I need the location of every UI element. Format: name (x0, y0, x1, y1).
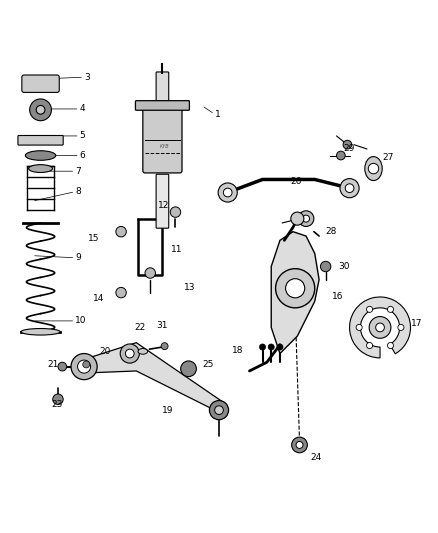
Text: 20: 20 (99, 347, 111, 356)
Text: 24: 24 (311, 453, 321, 462)
Text: 14: 14 (93, 294, 104, 303)
Text: 26: 26 (291, 177, 302, 186)
Circle shape (116, 227, 126, 237)
Text: 29: 29 (343, 144, 354, 154)
Circle shape (215, 406, 223, 415)
Circle shape (83, 361, 90, 368)
Circle shape (367, 306, 373, 312)
Text: 6: 6 (80, 151, 85, 160)
Circle shape (145, 268, 155, 278)
Circle shape (345, 184, 354, 192)
Circle shape (218, 183, 237, 202)
Circle shape (321, 261, 331, 272)
Ellipse shape (25, 151, 56, 160)
Circle shape (369, 317, 391, 338)
FancyBboxPatch shape (22, 75, 59, 92)
Circle shape (336, 151, 345, 160)
Ellipse shape (365, 157, 382, 181)
Text: 8: 8 (75, 187, 81, 196)
FancyBboxPatch shape (18, 135, 63, 145)
Text: 22: 22 (134, 323, 145, 332)
Text: 1: 1 (215, 110, 220, 119)
Text: 27: 27 (382, 153, 394, 162)
Circle shape (292, 437, 307, 453)
Circle shape (356, 325, 362, 330)
Circle shape (209, 400, 229, 419)
Circle shape (298, 211, 314, 227)
Ellipse shape (138, 349, 148, 354)
Circle shape (276, 269, 315, 308)
Text: 5: 5 (80, 132, 85, 140)
Text: 30: 30 (339, 262, 350, 271)
Text: 3: 3 (84, 72, 90, 82)
Circle shape (161, 343, 168, 350)
Ellipse shape (21, 328, 60, 335)
Text: 9: 9 (75, 253, 81, 262)
Circle shape (53, 394, 63, 405)
Text: 23: 23 (51, 400, 63, 409)
Circle shape (125, 349, 134, 358)
Circle shape (223, 188, 232, 197)
Text: 15: 15 (88, 233, 100, 243)
Circle shape (388, 306, 393, 312)
FancyBboxPatch shape (156, 72, 169, 104)
Text: 17: 17 (410, 319, 422, 328)
Circle shape (368, 163, 379, 174)
Text: 4: 4 (80, 104, 85, 114)
Circle shape (388, 343, 393, 349)
Circle shape (259, 344, 265, 350)
Text: 28: 28 (325, 227, 337, 236)
Text: 13: 13 (184, 283, 196, 292)
Circle shape (303, 215, 310, 222)
Circle shape (170, 207, 181, 217)
Wedge shape (350, 297, 410, 358)
Text: KYB: KYB (160, 144, 170, 149)
Ellipse shape (28, 165, 53, 173)
Circle shape (120, 344, 139, 363)
FancyBboxPatch shape (135, 101, 189, 110)
Circle shape (398, 325, 404, 330)
Circle shape (291, 212, 304, 225)
Circle shape (296, 441, 303, 448)
Polygon shape (271, 232, 319, 353)
Text: 19: 19 (162, 406, 174, 415)
Circle shape (71, 353, 97, 379)
Circle shape (367, 343, 373, 349)
Circle shape (78, 360, 91, 373)
FancyBboxPatch shape (143, 108, 182, 173)
Text: 12: 12 (158, 201, 170, 210)
Circle shape (340, 179, 359, 198)
Text: 11: 11 (171, 245, 183, 254)
Circle shape (277, 344, 283, 350)
Circle shape (116, 287, 126, 298)
Circle shape (343, 140, 352, 149)
Text: 31: 31 (156, 321, 167, 330)
Polygon shape (82, 343, 223, 415)
Circle shape (286, 279, 305, 298)
Text: 7: 7 (75, 167, 81, 176)
Circle shape (181, 361, 196, 377)
Text: 21: 21 (47, 360, 58, 369)
Text: 18: 18 (232, 345, 244, 354)
Text: 10: 10 (75, 317, 87, 326)
Circle shape (36, 106, 45, 114)
Circle shape (30, 99, 51, 120)
Text: 16: 16 (332, 293, 344, 302)
Text: 25: 25 (202, 360, 214, 369)
Circle shape (268, 344, 274, 350)
Circle shape (58, 362, 67, 371)
Circle shape (376, 323, 385, 332)
FancyBboxPatch shape (156, 174, 169, 228)
